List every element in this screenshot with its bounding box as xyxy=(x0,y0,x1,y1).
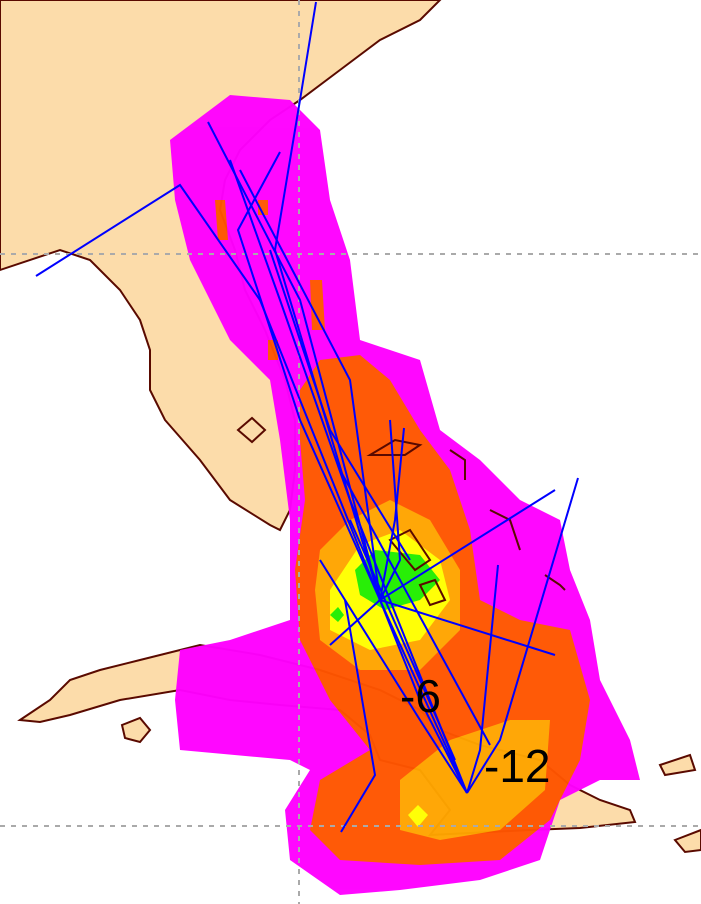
storm-track xyxy=(379,419,402,601)
storm-track xyxy=(229,159,468,794)
storm-tracks xyxy=(35,1,579,833)
storm-track xyxy=(339,469,491,746)
storm-track xyxy=(379,599,468,794)
storm-track xyxy=(319,559,468,794)
storm-track xyxy=(329,599,381,646)
storm-track xyxy=(236,151,381,601)
storm-track xyxy=(349,519,456,761)
time-label: -6 xyxy=(400,670,441,722)
storm-track xyxy=(466,564,499,794)
contour-level-4 xyxy=(330,530,450,827)
landmass-east xyxy=(673,828,701,854)
island-bahamas xyxy=(366,438,566,607)
storm-track xyxy=(340,599,377,833)
time-label: -12 xyxy=(484,740,550,792)
storm-track xyxy=(35,183,381,601)
storm-track xyxy=(466,477,579,794)
storm-track xyxy=(379,427,405,601)
storm-track xyxy=(207,121,468,794)
island-keys xyxy=(236,416,267,444)
landmass-island xyxy=(120,716,152,744)
landmass-east2 xyxy=(658,753,697,777)
storm-track xyxy=(269,249,411,561)
coastline xyxy=(236,416,566,607)
